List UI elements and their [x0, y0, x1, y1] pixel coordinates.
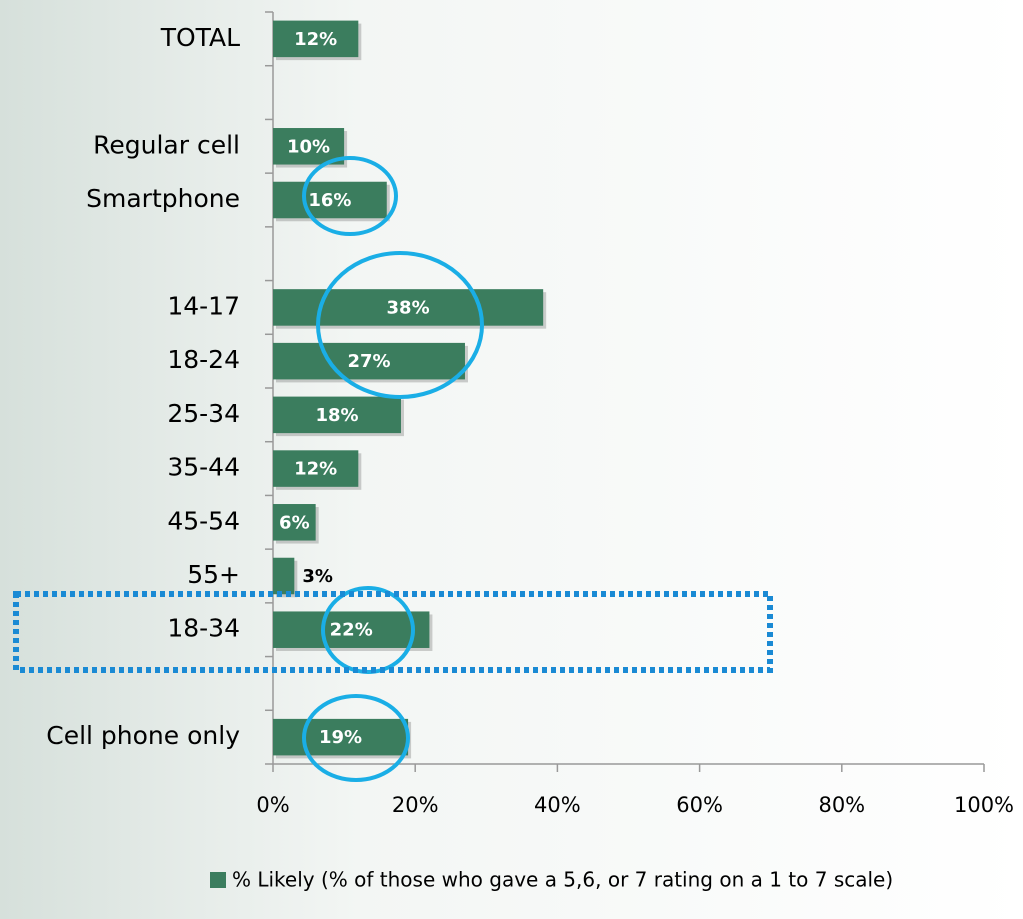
- legend-label: % Likely (% of those who gave a 5,6, or …: [232, 868, 893, 892]
- data-label: 6%: [279, 512, 310, 533]
- data-label: 19%: [319, 727, 362, 748]
- y-tick-label: Smartphone: [86, 184, 240, 213]
- data-label: 10%: [287, 136, 330, 157]
- y-tick-label: 18-34: [167, 614, 240, 643]
- highlight-circle: [321, 586, 415, 674]
- bar: [273, 342, 465, 380]
- x-tick-label: 60%: [676, 793, 723, 817]
- y-tick-label: 18-24: [167, 345, 240, 374]
- highlight-box: [13, 591, 773, 673]
- data-label: 38%: [387, 297, 430, 318]
- highlight-circle: [302, 694, 410, 782]
- highlight-circle: [316, 251, 484, 399]
- data-label: 27%: [347, 351, 390, 372]
- x-tick-label: 100%: [954, 793, 1014, 817]
- data-label: 16%: [308, 190, 351, 211]
- data-label: 22%: [330, 620, 373, 641]
- y-tick-label: TOTAL: [160, 23, 240, 52]
- data-label: 12%: [294, 29, 337, 50]
- annotations: [13, 156, 773, 782]
- highlight-circle: [302, 156, 398, 236]
- bar: [273, 504, 316, 541]
- bar: [273, 396, 401, 434]
- y-tick-label: 55+: [187, 560, 240, 589]
- y-tick-label: 45-54: [167, 506, 240, 535]
- bar: [273, 128, 345, 165]
- legend-swatch: [210, 872, 226, 888]
- bar: [273, 611, 430, 648]
- x-tick-label: 40%: [534, 793, 581, 817]
- data-label: 12%: [294, 459, 337, 480]
- x-tick-label: 20%: [392, 793, 439, 817]
- y-tick-label: 25-34: [167, 399, 240, 428]
- bar: [273, 181, 387, 219]
- bar: [273, 718, 409, 756]
- y-tick-label: Cell phone only: [46, 721, 240, 750]
- bar: [273, 450, 359, 487]
- data-label: 3%: [302, 566, 333, 587]
- bar: [273, 20, 359, 58]
- y-tick-label: Regular cell: [93, 130, 240, 159]
- y-tick-label: 35-44: [167, 453, 240, 482]
- y-tick-label: 14-17: [167, 291, 240, 320]
- x-tick-label: 0%: [256, 793, 289, 817]
- bar: [273, 557, 295, 595]
- data-label: 18%: [315, 405, 358, 426]
- plot: 0% 20% 40% 60% 80% 100% TOTAL 12% Regular cell 10…: [46, 11, 1014, 892]
- x-tick-label: 80%: [818, 793, 865, 817]
